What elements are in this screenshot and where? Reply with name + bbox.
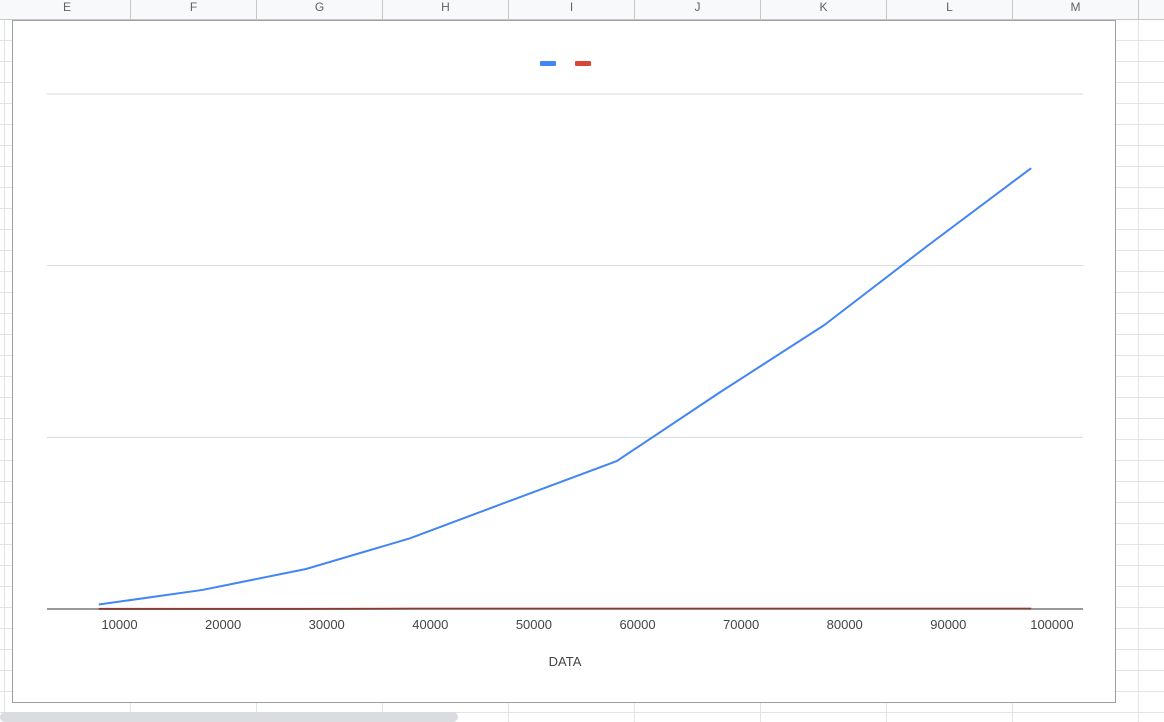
x-tick-label-2: 30000: [309, 617, 345, 632]
x-axis-title: DATA: [549, 654, 582, 669]
column-header-j[interactable]: J: [635, 0, 761, 20]
x-tick-label-0: 10000: [101, 617, 137, 632]
chart-gridlines: [47, 93, 1083, 438]
column-header-l[interactable]: L: [887, 0, 1013, 20]
chart-legend[interactable]: [540, 61, 591, 66]
column-header-h[interactable]: H: [383, 0, 509, 20]
x-axis-tick-labels: 10000 20000 30000 40000 50000 60000 70000 80000…: [101, 617, 1073, 632]
column-header-i[interactable]: I: [509, 0, 635, 20]
x-tick-label-4: 50000: [516, 617, 552, 632]
embedded-chart[interactable]: 10000 20000 30000 40000 50000 60000 70000 80000…: [12, 20, 1116, 703]
chart-series[interactable]: [98, 167, 1032, 610]
legend-swatch-0[interactable]: [540, 61, 556, 66]
x-tick-label-9: 100000: [1030, 617, 1073, 632]
column-header-k[interactable]: K: [761, 0, 887, 20]
x-tick-label-1: 20000: [205, 617, 241, 632]
x-tick-label-6: 70000: [723, 617, 759, 632]
column-header-f[interactable]: F: [131, 0, 257, 20]
line-chart: 10000 20000 30000 40000 50000 60000 70000 80000…: [47, 61, 1083, 669]
column-header-e[interactable]: E: [4, 0, 131, 20]
column-header-m[interactable]: M: [1013, 0, 1139, 20]
x-tick-label-7: 80000: [827, 617, 863, 632]
horizontal-scrollbar[interactable]: [0, 712, 458, 722]
series-line-0[interactable]: [98, 167, 1032, 606]
column-header-g[interactable]: G: [257, 0, 383, 20]
legend-swatch-1[interactable]: [575, 61, 591, 66]
x-tick-label-8: 90000: [930, 617, 966, 632]
column-header-row: E F G H I J K L M: [0, 0, 1164, 20]
x-tick-label-3: 40000: [412, 617, 448, 632]
x-tick-label-5: 60000: [619, 617, 655, 632]
